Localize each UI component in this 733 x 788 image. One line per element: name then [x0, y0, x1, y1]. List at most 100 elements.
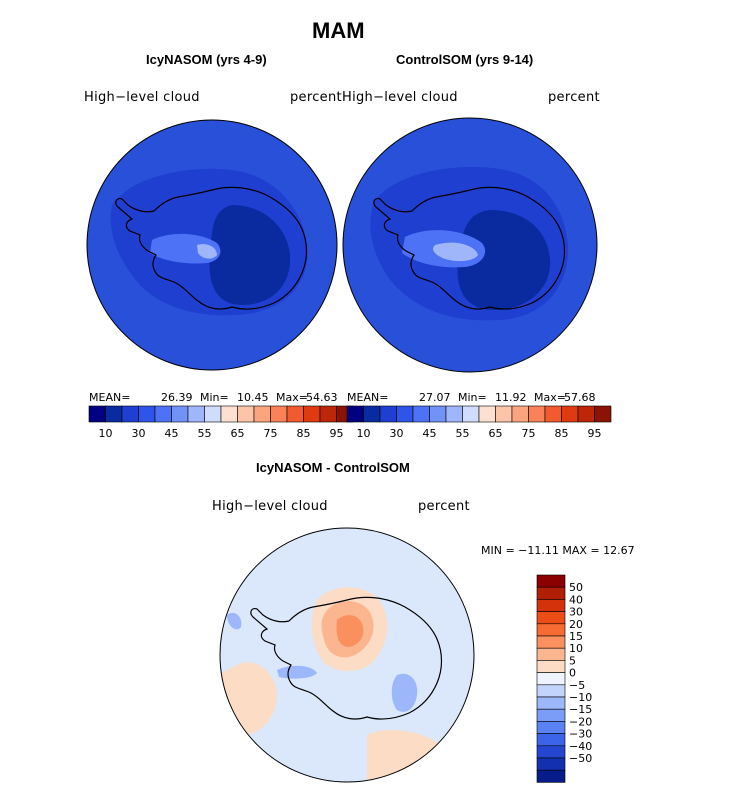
- diff-colorbar-tick-label: −5: [569, 679, 585, 692]
- diff-colorbar-box: [536, 623, 566, 637]
- diff-colorbar-box: [536, 721, 566, 734]
- left-colorbar-box: [253, 405, 271, 423]
- diff-contour-neg2: [391, 673, 418, 712]
- left-colorbar-box: [154, 405, 172, 423]
- left-panel-title: IcyNASOM (yrs 4-9): [146, 52, 267, 67]
- diff-colorbar-tick-label: −10: [569, 691, 592, 704]
- right-variable-label: High−level cloud: [342, 90, 458, 105]
- left-min-label: Min=: [200, 391, 229, 404]
- right-colorbar-tick-label: 95: [588, 427, 602, 440]
- right-colorbar-box: [462, 405, 480, 423]
- diff-colorbar-tick-label: 40: [569, 593, 583, 606]
- right-colorbar-box: [528, 405, 546, 423]
- left-units-label: percent: [290, 90, 342, 105]
- diff-colorbar-box: [536, 708, 566, 722]
- left-colorbar-tick-label: 75: [264, 427, 278, 440]
- diff-colorbar-box: [536, 769, 566, 783]
- diff-contour-neg3: [227, 612, 242, 630]
- right-colorbar-box: [561, 405, 579, 423]
- right-colorbar-box: [511, 405, 529, 423]
- right-colorbar-tick-label: 85: [555, 427, 569, 440]
- left-colorbar-box: [88, 405, 106, 423]
- left-colorbar-box: [171, 405, 189, 423]
- left-contour-low: [209, 205, 291, 305]
- right-colorbar-box: [429, 405, 447, 423]
- right-units-label: percent: [548, 90, 600, 105]
- left-colorbar-tick-label: 85: [297, 427, 311, 440]
- right-colorbar-box: [445, 405, 463, 423]
- left-colorbar-box: [319, 405, 337, 423]
- diff-colorbar-box: [536, 611, 566, 625]
- left-colorbar-tick-label: 10: [99, 427, 113, 440]
- diff-colorbar-box: [536, 672, 566, 686]
- diff-colorbar-box: [536, 647, 566, 661]
- right-mean-value: 27.07: [419, 391, 451, 404]
- left-contour-peak: [197, 244, 217, 259]
- left-mean-label: MEAN=: [89, 391, 131, 404]
- diff-colorbar-box: [536, 733, 566, 747]
- left-colorbar-box: [286, 405, 304, 423]
- left-colorbar-box: [121, 405, 139, 423]
- diff-units-label: percent: [418, 499, 470, 514]
- diff-colorbar-tick-label: −15: [569, 703, 592, 716]
- diff-colorbar-box: [536, 757, 566, 771]
- right-contour-peak: [433, 242, 478, 262]
- left-colorbar-tick-label: 95: [330, 427, 344, 440]
- left-mean-value: 26.39: [161, 391, 193, 404]
- right-colorbar-box: [577, 405, 595, 423]
- left-colorbar-tick-label: 65: [231, 427, 245, 440]
- left-max-value: 54.63: [306, 391, 338, 404]
- right-colorbar-box: [396, 405, 414, 423]
- diff-colorbar-box: [536, 696, 566, 710]
- diff-colorbar-box: [536, 635, 566, 649]
- left-colorbar-box: [270, 405, 288, 423]
- right-max-value: 57.68: [564, 391, 596, 404]
- figure-title: MAM: [312, 18, 365, 43]
- right-colorbar-box: [544, 405, 562, 423]
- diff-contour-neg1: [277, 665, 317, 679]
- left-colorbar: 10 30 45 55 65 75 85 95: [88, 405, 354, 440]
- right-colorbar-box: [346, 405, 364, 423]
- diff-colorbar-box: [536, 684, 566, 698]
- diff-colorbar-tick-label: 0: [569, 667, 576, 680]
- diff-colorbar-tick-label: −50: [569, 752, 592, 765]
- right-colorbar-box: [478, 405, 496, 423]
- diff-colorbar-tick-label: 50: [569, 581, 583, 594]
- left-colorbar-box: [237, 405, 255, 423]
- right-colorbar-tick-label: 45: [423, 427, 437, 440]
- right-colorbar-box: [412, 405, 430, 423]
- left-map: [86, 119, 338, 371]
- right-colorbar: 10 30 45 55 65 75 85 95: [346, 405, 612, 440]
- left-colorbar-box: [138, 405, 156, 423]
- diff-minmax-text: MIN = −11.11 MAX = 12.67: [481, 544, 635, 557]
- diff-colorbar-tick-label: −30: [569, 728, 592, 741]
- diff-colorbar-tick-label: 5: [569, 654, 576, 667]
- diff-variable-label: High−level cloud: [212, 499, 328, 514]
- right-mean-label: MEAN=: [347, 391, 389, 404]
- left-colorbar-box: [220, 405, 238, 423]
- left-colorbar-box: [187, 405, 205, 423]
- right-colorbar-tick-label: 75: [522, 427, 536, 440]
- left-variable-label: High−level cloud: [84, 90, 200, 105]
- right-colorbar-box: [363, 405, 381, 423]
- diff-colorbar-box: [536, 586, 566, 600]
- right-colorbar-box: [379, 405, 397, 423]
- left-map-border: [86, 119, 338, 371]
- left-colorbar-box: [105, 405, 123, 423]
- right-contour-low: [457, 210, 551, 310]
- left-colorbar-box: [303, 405, 321, 423]
- left-max-label: Max=: [276, 391, 308, 404]
- right-colorbar-tick-label: 55: [456, 427, 470, 440]
- diff-colorbar-box: [536, 599, 566, 612]
- right-map: [342, 117, 598, 373]
- diff-map: [219, 527, 475, 783]
- diff-panel-title: IcyNASOM - ControlSOM: [256, 460, 410, 475]
- diff-colorbar-tick-label: 15: [569, 630, 583, 643]
- right-min-label: Min=: [458, 391, 487, 404]
- diff-map-border: [219, 527, 475, 783]
- diff-colorbar-box: [536, 745, 566, 759]
- left-colorbar-tick-label: 55: [198, 427, 212, 440]
- right-colorbar-box: [495, 405, 513, 423]
